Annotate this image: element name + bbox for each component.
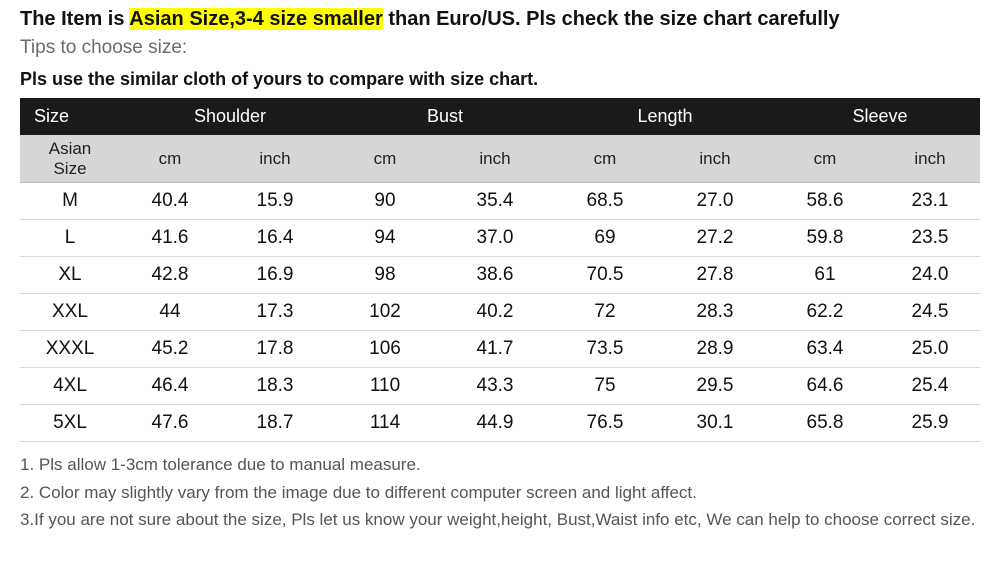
subheader-cell: inch [660, 135, 770, 183]
value-cell: 47.6 [120, 405, 220, 442]
size-cell: 4XL [20, 368, 120, 405]
value-cell: 70.5 [550, 257, 660, 294]
value-cell: 16.4 [220, 220, 330, 257]
value-cell: 41.7 [440, 331, 550, 368]
headline-suffix: than Euro/US. Pls check the size chart c… [383, 8, 840, 30]
value-cell: 24.5 [880, 294, 980, 331]
value-cell: 25.0 [880, 331, 980, 368]
compare-line: Pls use the similar cloth of yours to co… [20, 69, 980, 90]
value-cell: 24.0 [880, 257, 980, 294]
size-cell: XXL [20, 294, 120, 331]
header-sleeve: Sleeve [770, 98, 980, 135]
value-cell: 61 [770, 257, 880, 294]
subheader-cell: cm [770, 135, 880, 183]
value-cell: 75 [550, 368, 660, 405]
value-cell: 114 [330, 405, 440, 442]
value-cell: 17.3 [220, 294, 330, 331]
value-cell: 94 [330, 220, 440, 257]
value-cell: 46.4 [120, 368, 220, 405]
size-chart-table: SizeShoulderBustLengthSleeveAsianSizecmi… [20, 98, 980, 442]
table-header-row: SizeShoulderBustLengthSleeve [20, 98, 980, 135]
value-cell: 102 [330, 294, 440, 331]
subheader-cell: cm [550, 135, 660, 183]
note-line: 2. Color may slightly vary from the imag… [20, 480, 980, 506]
table-row: XXXL45.217.810641.773.528.963.425.0 [20, 331, 980, 368]
subheader-cell: inch [880, 135, 980, 183]
subheader-cell: inch [440, 135, 550, 183]
subheader-cell: AsianSize [20, 135, 120, 183]
value-cell: 30.1 [660, 405, 770, 442]
table-subheader-row: AsianSizecminchcminchcminchcminch [20, 135, 980, 183]
table-row: L41.616.49437.06927.259.823.5 [20, 220, 980, 257]
value-cell: 45.2 [120, 331, 220, 368]
value-cell: 110 [330, 368, 440, 405]
value-cell: 25.9 [880, 405, 980, 442]
value-cell: 27.2 [660, 220, 770, 257]
value-cell: 38.6 [440, 257, 550, 294]
value-cell: 59.8 [770, 220, 880, 257]
value-cell: 43.3 [440, 368, 550, 405]
value-cell: 44 [120, 294, 220, 331]
header-bust: Bust [330, 98, 550, 135]
header-length: Length [550, 98, 770, 135]
value-cell: 23.1 [880, 183, 980, 220]
table-row: 5XL47.618.711444.976.530.165.825.9 [20, 405, 980, 442]
subheader-cell: cm [330, 135, 440, 183]
value-cell: 90 [330, 183, 440, 220]
table-row: XXL4417.310240.27228.362.224.5 [20, 294, 980, 331]
value-cell: 27.0 [660, 183, 770, 220]
value-cell: 44.9 [440, 405, 550, 442]
subheader-cell: inch [220, 135, 330, 183]
value-cell: 106 [330, 331, 440, 368]
value-cell: 15.9 [220, 183, 330, 220]
value-cell: 40.4 [120, 183, 220, 220]
table-row: M40.415.99035.468.527.058.623.1 [20, 183, 980, 220]
value-cell: 28.3 [660, 294, 770, 331]
value-cell: 29.5 [660, 368, 770, 405]
header-shoulder: Shoulder [120, 98, 330, 135]
headline-prefix: The Item is [20, 8, 129, 30]
value-cell: 35.4 [440, 183, 550, 220]
headline-highlight: Asian Size,3-4 size smaller [129, 8, 382, 30]
size-cell: M [20, 183, 120, 220]
header-size: Size [20, 98, 120, 135]
value-cell: 18.7 [220, 405, 330, 442]
value-cell: 62.2 [770, 294, 880, 331]
size-cell: XXXL [20, 331, 120, 368]
subheader-cell: cm [120, 135, 220, 183]
note-line: 1. Pls allow 1-3cm tolerance due to manu… [20, 452, 980, 478]
size-cell: L [20, 220, 120, 257]
value-cell: 98 [330, 257, 440, 294]
value-cell: 17.8 [220, 331, 330, 368]
value-cell: 25.4 [880, 368, 980, 405]
value-cell: 72 [550, 294, 660, 331]
value-cell: 76.5 [550, 405, 660, 442]
table-row: 4XL46.418.311043.37529.564.625.4 [20, 368, 980, 405]
value-cell: 40.2 [440, 294, 550, 331]
value-cell: 41.6 [120, 220, 220, 257]
value-cell: 64.6 [770, 368, 880, 405]
value-cell: 65.8 [770, 405, 880, 442]
note-line: 3.If you are not sure about the size, Pl… [20, 507, 980, 533]
value-cell: 42.8 [120, 257, 220, 294]
value-cell: 23.5 [880, 220, 980, 257]
value-cell: 28.9 [660, 331, 770, 368]
value-cell: 69 [550, 220, 660, 257]
value-cell: 16.9 [220, 257, 330, 294]
value-cell: 58.6 [770, 183, 880, 220]
value-cell: 27.8 [660, 257, 770, 294]
value-cell: 18.3 [220, 368, 330, 405]
value-cell: 73.5 [550, 331, 660, 368]
headline: The Item is Asian Size,3-4 size smaller … [20, 8, 980, 31]
notes-block: 1. Pls allow 1-3cm tolerance due to manu… [20, 452, 980, 533]
tips-line: Tips to choose size: [20, 37, 980, 59]
size-cell: XL [20, 257, 120, 294]
value-cell: 68.5 [550, 183, 660, 220]
value-cell: 37.0 [440, 220, 550, 257]
size-cell: 5XL [20, 405, 120, 442]
value-cell: 63.4 [770, 331, 880, 368]
table-row: XL42.816.99838.670.527.86124.0 [20, 257, 980, 294]
